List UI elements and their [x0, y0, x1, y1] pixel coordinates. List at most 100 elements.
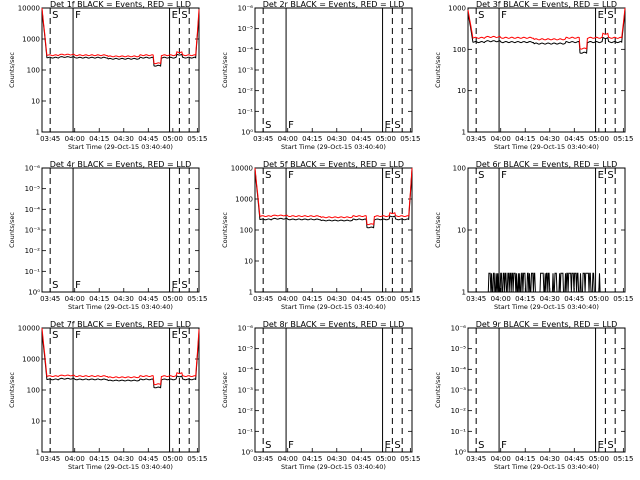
x-tick-label: 04:15 [515, 135, 535, 143]
y-tick-label: 10⁰ [241, 129, 253, 137]
panel-title: Det 9r BLACK = Events, RED = LLD [476, 320, 618, 329]
marker-label-S: S [478, 440, 484, 451]
x-tick-label: 05:00 [163, 455, 183, 463]
y-tick-label: 10⁰ [454, 449, 466, 457]
x-tick-label: 04:45 [351, 135, 371, 143]
marker-label-E: E [172, 280, 178, 291]
x-tick-label: 04:00 [65, 135, 85, 143]
y-tick-label: 10⁻⁶ [451, 325, 467, 333]
y-axis-label: Counts/sec [8, 372, 16, 408]
y-tick-label: 10⁻⁴ [451, 366, 467, 374]
x-tick-label: 04:15 [302, 135, 322, 143]
y-tick-label: 10⁻¹ [451, 428, 467, 436]
marker-label-S: S [478, 10, 484, 21]
marker-label-S: S [607, 170, 613, 181]
x-tick-label: 04:15 [302, 295, 322, 303]
y-tick-label: 10⁻³ [451, 387, 467, 395]
plot-frame [41, 327, 200, 453]
marker-label-S: S [265, 170, 271, 181]
x-tick-label: 04:00 [491, 135, 511, 143]
y-axis-label: Counts/sec [434, 212, 442, 248]
marker-label-S: S [181, 280, 187, 291]
y-tick-label: 10⁻⁴ [238, 46, 254, 54]
y-tick-label: 10⁻³ [25, 227, 41, 235]
x-tick-label: 05:15 [613, 295, 633, 303]
x-tick-label: 04:15 [89, 295, 109, 303]
x-tick-label: 04:15 [302, 455, 322, 463]
x-tick-label: 04:00 [278, 455, 298, 463]
marker-label-S: S [265, 440, 271, 451]
x-tick-label: 05:15 [187, 295, 207, 303]
x-tick-label: 04:30 [540, 455, 560, 463]
plot-frame [254, 327, 413, 453]
marker-label-F: F [288, 170, 294, 181]
y-tick-label: 1 [462, 289, 466, 297]
y-tick-label: 1 [249, 289, 253, 297]
marker-label-E: E [598, 440, 604, 451]
y-tick-label: 10⁻⁵ [238, 345, 254, 353]
marker-label-S: S [265, 120, 271, 131]
x-tick-label: 05:00 [376, 295, 396, 303]
x-tick-label: 04:15 [89, 135, 109, 143]
series-line-lld [41, 7, 200, 65]
marker-label-S: S [394, 170, 400, 181]
x-tick-label: 04:45 [138, 455, 158, 463]
y-tick-label: 1 [36, 129, 40, 137]
y-tick-label: 10⁻⁶ [25, 165, 41, 173]
marker-label-F: F [501, 170, 507, 181]
y-tick-label: 10⁻⁵ [25, 185, 41, 193]
x-tick-label: 04:30 [114, 135, 134, 143]
y-tick-label: 10 [31, 418, 40, 426]
marker-label-S: S [52, 280, 58, 291]
x-tick-label: 05:15 [400, 295, 420, 303]
marker-label-S: S [181, 10, 187, 21]
panel-title: Det 1f BLACK = Events, RED = LLD [50, 0, 191, 9]
marker-label-S: S [607, 440, 613, 451]
panel-title: Det 5f BLACK = Events, RED = LLD [263, 160, 404, 169]
y-tick-label: 10⁻¹ [238, 428, 254, 436]
marker-label-E: E [598, 10, 604, 21]
panel-title: Det 6r BLACK = Events, RED = LLD [476, 160, 618, 169]
plot-frame [41, 167, 200, 293]
x-tick-label: 04:00 [65, 295, 85, 303]
plot-frame [254, 167, 413, 293]
x-tick-label: 04:15 [89, 455, 109, 463]
panel-title: Det 8r BLACK = Events, RED = LLD [263, 320, 405, 329]
y-tick-label: 10000 [231, 165, 253, 173]
x-tick-label: 04:15 [515, 455, 535, 463]
x-axis-label: Start Time (29-Oct-15 03:40:40) [68, 463, 173, 471]
y-tick-label: 100 [453, 46, 466, 54]
series-line-events [41, 9, 200, 67]
x-tick-label: 03:45 [253, 135, 273, 143]
x-tick-label: 05:00 [589, 455, 609, 463]
y-tick-label: 1000 [235, 196, 253, 204]
x-axis-label: Start Time (29-Oct-15 03:40:40) [68, 303, 173, 311]
x-tick-label: 03:45 [466, 295, 486, 303]
plot-frame [41, 7, 200, 133]
marker-label-F: F [501, 440, 507, 451]
y-axis-label: Counts/sec [434, 52, 442, 88]
x-axis-label: Start Time (29-Oct-15 03:40:40) [494, 143, 599, 151]
y-tick-label: 100 [27, 67, 40, 75]
panel-det-7: Det 7f BLACK = Events, RED = LLD 1 10 100 10… [8, 320, 207, 471]
marker-label-E: E [385, 440, 391, 451]
y-tick-label: 10⁻⁶ [238, 5, 254, 13]
x-tick-label: 04:00 [65, 455, 85, 463]
series-line-events [467, 9, 626, 54]
x-axis-label: Start Time (29-Oct-15 03:40:40) [68, 143, 173, 151]
marker-label-F: F [75, 280, 81, 291]
x-tick-label: 05:00 [589, 295, 609, 303]
x-tick-label: 05:15 [400, 455, 420, 463]
y-axis-label: Counts/sec [8, 212, 16, 248]
panel-title: Det 3f BLACK = Events, RED = LLD [476, 0, 617, 9]
x-tick-label: 04:30 [114, 295, 134, 303]
plot-frame [467, 7, 626, 133]
y-tick-label: 10000 [18, 5, 40, 13]
x-tick-label: 05:15 [187, 135, 207, 143]
marker-label-E: E [598, 170, 604, 181]
x-tick-label: 04:45 [564, 135, 584, 143]
y-tick-label: 10⁰ [28, 289, 40, 297]
y-tick-label: 10⁻² [25, 247, 41, 255]
x-tick-label: 05:15 [613, 455, 633, 463]
plot-frame [254, 7, 413, 133]
